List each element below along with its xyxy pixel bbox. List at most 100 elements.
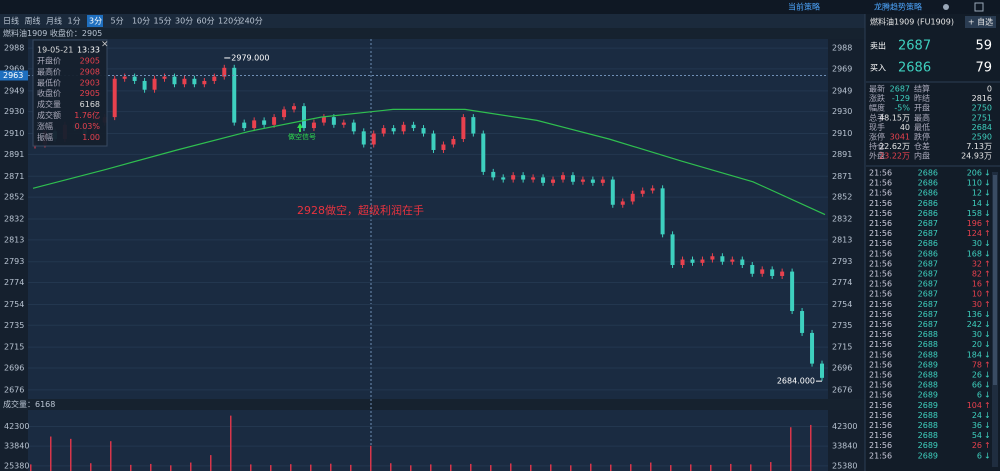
period-tab[interactable]: 3分 — [89, 17, 102, 26]
trade-time: 21:56 — [869, 310, 892, 319]
y-tick-label: 2813 — [4, 235, 24, 244]
trade-direction: ↑ — [984, 441, 991, 450]
period-tab[interactable]: 30分 — [175, 17, 193, 26]
trade-direction: ↓ — [984, 330, 991, 339]
trade-time: 21:56 — [869, 350, 892, 359]
trade-time: 21:56 — [869, 179, 892, 188]
stat-value: 2750 — [972, 104, 992, 113]
period-tab[interactable]: 1分 — [68, 17, 81, 26]
volume-bar — [730, 463, 732, 471]
add-watch-button[interactable] — [965, 16, 996, 28]
trade-time: 21:56 — [869, 360, 892, 369]
trade-volume: 6 — [977, 391, 982, 400]
volume-bar — [390, 463, 392, 471]
period-tab[interactable]: 120分 — [218, 17, 241, 26]
settings-icon[interactable] — [974, 2, 984, 12]
trade-direction: ↑ — [984, 270, 991, 279]
trade-time: 21:56 — [869, 169, 892, 178]
stat-value: 48.15万 — [879, 113, 910, 122]
add-watch-label[interactable]: + 自选 — [968, 17, 993, 27]
trade-volume: 54 — [972, 431, 982, 440]
candle — [441, 144, 446, 150]
trade-direction: ↓ — [984, 381, 991, 390]
y-tick-label: 25380 — [4, 461, 29, 470]
candle — [590, 179, 595, 183]
period-tab[interactable]: 240分 — [240, 17, 263, 26]
tooltip-label: 最高价 — [37, 66, 61, 76]
volume-bar — [310, 464, 312, 471]
trade-time: 21:56 — [869, 411, 892, 420]
candle — [212, 76, 217, 81]
candle — [112, 78, 117, 118]
trade-time: 21:56 — [869, 189, 892, 198]
candle — [421, 128, 426, 134]
scrollbar-thumb[interactable] — [993, 175, 997, 385]
trade-direction: ↓ — [984, 391, 991, 400]
candle — [431, 133, 436, 150]
candle — [640, 190, 645, 194]
candle — [152, 78, 157, 90]
trade-time: 21:56 — [869, 239, 892, 248]
trade-price: 2687 — [918, 300, 938, 309]
y-tick-label-right: 2676 — [832, 385, 852, 394]
trade-volume: 12 — [972, 189, 982, 198]
tooltip-date: 19-05-21 — [37, 46, 73, 55]
stat-label: 持仓 — [869, 141, 885, 151]
y-tick-label: 42300 — [4, 422, 29, 431]
candle — [132, 76, 137, 81]
period-tab[interactable]: 10分 — [132, 17, 150, 26]
volume-bar — [250, 464, 252, 471]
trade-price: 2687 — [918, 219, 938, 228]
candle — [551, 179, 556, 183]
tooltip-time: 13:33 — [77, 46, 100, 55]
candle — [730, 259, 735, 262]
trade-direction: ↓ — [984, 239, 991, 248]
candle — [202, 80, 207, 85]
trade-volume: 124 — [967, 229, 982, 238]
stat-value: 2816 — [972, 94, 992, 103]
y-tick-label: 33840 — [4, 442, 29, 451]
period-tab[interactable]: 5分 — [111, 17, 124, 26]
trade-price: 2689 — [918, 451, 938, 460]
stat-value: 24.93万 — [961, 152, 992, 161]
trade-price: 2686 — [918, 189, 938, 198]
trade-time: 21:56 — [869, 229, 892, 238]
candle — [531, 177, 536, 180]
y-tick-label-right: 2969 — [832, 64, 852, 73]
trade-direction: ↓ — [984, 411, 991, 420]
stat-label: 结算 — [914, 84, 930, 94]
trade-time: 21:56 — [869, 391, 892, 400]
period-tab[interactable]: 15分 — [154, 17, 172, 26]
period-tab[interactable]: 月线 — [46, 16, 62, 26]
user-icon[interactable] — [943, 4, 949, 10]
candle — [541, 177, 546, 183]
y-tick-label-right: 42300 — [832, 422, 857, 431]
candle — [461, 117, 466, 140]
strategy-name[interactable]: 龙腾趋势策略 — [874, 2, 922, 12]
crosshair-label-bg — [0, 70, 28, 81]
strategy-label[interactable]: 当前策略 — [788, 2, 820, 12]
volume-bar — [710, 464, 712, 471]
trade-direction: ↓ — [984, 179, 991, 188]
trade-price: 2688 — [918, 371, 938, 380]
trade-price: 2688 — [918, 431, 938, 440]
trade-direction: ↓ — [984, 209, 991, 218]
y-tick-label: 2754 — [4, 300, 24, 309]
period-tab[interactable]: 日线 — [3, 16, 19, 26]
period-tab[interactable]: 60分 — [197, 17, 215, 26]
y-tick-label-right: 25380 — [832, 461, 857, 470]
tooltip-label: 振幅 — [37, 132, 53, 142]
trade-direction: ↓ — [984, 169, 991, 178]
candle — [710, 256, 715, 260]
trade-volume: 184 — [967, 350, 982, 359]
stat-label: 总手 — [869, 112, 885, 122]
trade-time: 21:56 — [869, 199, 892, 208]
trade-time: 21:56 — [869, 209, 892, 218]
trade-volume: 32 — [972, 259, 982, 268]
candle — [471, 117, 476, 134]
candle — [331, 117, 336, 125]
candle — [810, 332, 815, 364]
stat-label: 跌停 — [914, 132, 930, 142]
period-tab[interactable]: 周线 — [25, 16, 41, 26]
y-tick-label-right: 2715 — [832, 343, 852, 352]
